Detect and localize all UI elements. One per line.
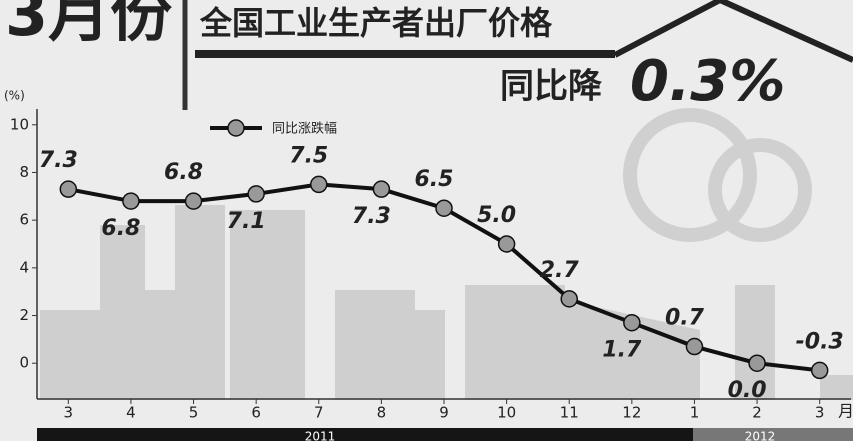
data-label: 1.7 [602,338,642,363]
data-label: 7.3 [39,148,78,173]
data-point [247,185,265,203]
y-tick-label: 4 [19,258,29,276]
chart-title: 3月份 [5,0,172,50]
data-point [623,313,641,332]
data-point [748,354,766,372]
y-tick-label: 10 [10,115,29,133]
legend-label: 同比涨跌幅 [272,121,337,137]
x-tick-label: 10 [497,404,516,422]
data-point [435,199,453,217]
data-label: 2.7 [540,258,580,283]
x-tick-label: 9 [439,404,449,422]
data-point [685,337,704,356]
data-label: 7.1 [227,209,266,234]
data-label: -0.3 [796,329,844,354]
x-tick-label: 7 [314,404,324,422]
y-tick-label: 6 [19,211,29,229]
y-tick-label: 8 [19,163,29,181]
year-label: 2012 [745,430,776,441]
skyline [40,205,853,400]
year-band [693,428,853,441]
data-label: 6.8 [164,160,203,185]
year-band [37,428,693,441]
y-axis-label: (%) [4,89,25,103]
headline-bar [195,50,615,58]
x-tick-label: 3 [815,404,825,422]
x-tick-label: 11 [560,404,579,422]
data-label: 5.0 [477,203,516,228]
data-label: 6.5 [415,167,454,192]
data-label: 7.5 [289,143,328,168]
data-point [59,180,78,198]
y-tick-label: 0 [19,354,29,372]
y-tick-label: 2 [19,306,29,324]
data-point [372,180,391,198]
gear-decoration [623,108,812,242]
x-tick-label: 12 [622,404,641,422]
data-label: 7.3 [352,204,391,229]
x-axis-label: 月 [838,402,853,421]
data-point [497,235,516,253]
headline: 全国工业生产者出厂价格 [199,4,553,42]
roof-line [613,0,853,63]
x-tick-label: 2 [752,404,762,422]
year-label: 2011 [305,430,336,441]
x-tick-label: 1 [690,404,700,422]
data-point [310,175,328,194]
x-tick-label: 3 [64,404,74,422]
data-point [560,290,578,308]
highlight: 0.3% [630,49,785,114]
x-tick-label: 4 [126,404,136,422]
x-tick-label: 5 [189,404,199,422]
x-tick-label: 8 [377,404,387,422]
data-label: 0.0 [728,378,767,403]
subtitle: 同比降 [500,67,603,107]
data-label: 0.7 [665,306,705,331]
data-point [810,361,829,380]
data-point [184,192,203,210]
data-point [122,192,140,210]
data-label: 6.8 [101,216,140,241]
legend-marker [227,119,245,137]
x-tick-label: 6 [251,404,261,422]
